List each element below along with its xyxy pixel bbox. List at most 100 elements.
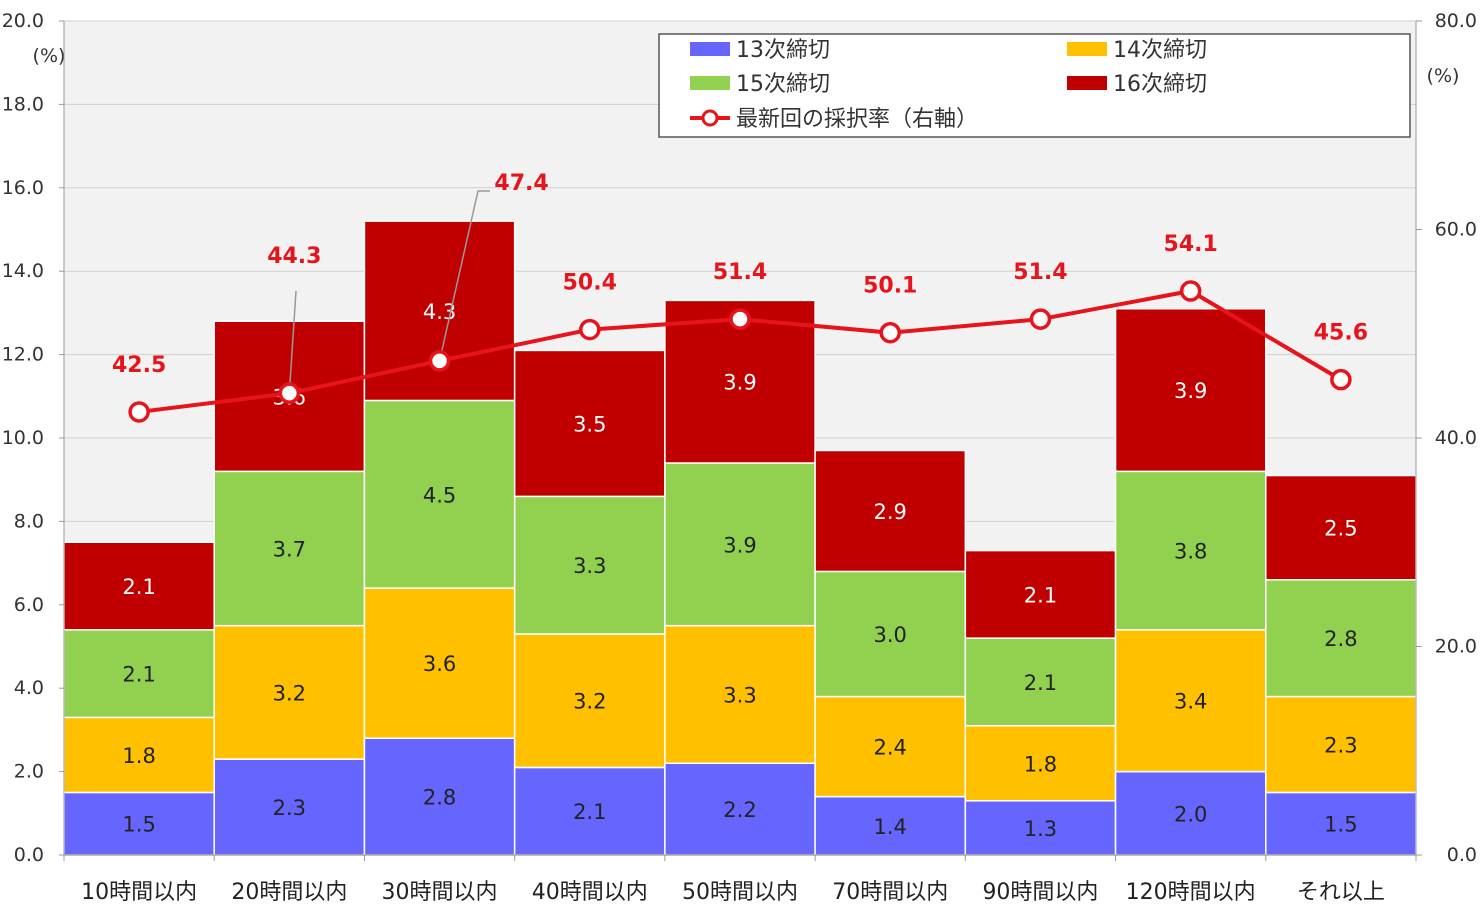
bar-value-label: 3.9 bbox=[723, 371, 756, 395]
y-left-unit: (%) bbox=[33, 45, 66, 67]
legend-label: 14次締切 bbox=[1113, 38, 1207, 63]
legend-label: 13次締切 bbox=[736, 38, 830, 63]
rate-value-label: 50.1 bbox=[863, 274, 917, 299]
bar-value-label: 1.8 bbox=[122, 744, 155, 768]
legend-label: 最新回の採択率（右軸） bbox=[736, 107, 978, 132]
x-category-label: 10時間以内 bbox=[81, 880, 197, 905]
bar-segment bbox=[513, 633, 666, 769]
label-leader-line bbox=[288, 290, 297, 394]
bar-segment bbox=[213, 758, 366, 856]
rate-marker bbox=[729, 308, 751, 330]
bar-value-label: 3.3 bbox=[723, 683, 756, 707]
x-category-label: 90時間以内 bbox=[982, 880, 1098, 905]
axes: 0.0 2.0 4.0 6.0 8.0 10.0 12.0 14.0 16.0 18.0 20.0 (… bbox=[2, 10, 1477, 905]
y-left-tick-label: 8.0 bbox=[14, 510, 44, 532]
x-category-label: 50時間以内 bbox=[682, 880, 798, 905]
legend-swatch bbox=[1067, 42, 1107, 56]
bar-value-label: 3.2 bbox=[573, 690, 606, 714]
bar-segment bbox=[513, 766, 666, 856]
rate-marker bbox=[1179, 280, 1202, 302]
bar-segment bbox=[1265, 695, 1417, 794]
bar-value-label: 2.1 bbox=[1024, 583, 1057, 607]
rate-marker bbox=[1330, 368, 1352, 391]
bar-value-label: 1.5 bbox=[1324, 813, 1357, 837]
rate-marker bbox=[128, 401, 150, 423]
bar-value-label: 2.1 bbox=[573, 800, 606, 824]
y-left-tick-label: 20.0 bbox=[2, 10, 44, 32]
bar-value-label: 2.3 bbox=[273, 796, 306, 820]
bar-segment bbox=[964, 724, 1117, 802]
bar-value-label: 3.3 bbox=[573, 554, 606, 578]
bar-value-label: 3.6 bbox=[423, 652, 456, 676]
bar-value-label: 1.3 bbox=[1024, 817, 1057, 841]
bar-segment bbox=[63, 716, 215, 794]
rate-value-label: 54.1 bbox=[1164, 232, 1218, 257]
bar-segment bbox=[664, 762, 816, 856]
bar-value-label: 2.2 bbox=[723, 798, 756, 822]
rate-line: 42.5 44.3 47.4 50.4 51.4 50.1 51.4 54.1 45.6 bbox=[112, 171, 1368, 423]
y-right-unit: (%) bbox=[1427, 65, 1460, 87]
bar-value-label: 2.3 bbox=[1324, 733, 1357, 757]
y-left-tick-label: 2.0 bbox=[14, 761, 44, 783]
x-category-label: 30時間以内 bbox=[382, 880, 498, 905]
legend-box bbox=[658, 33, 1411, 138]
bar-value-label: 1.8 bbox=[1024, 752, 1057, 776]
bar-value-label: 2.8 bbox=[423, 786, 456, 810]
bar-segment bbox=[814, 449, 967, 573]
rate-value-label: 47.4 bbox=[494, 171, 548, 196]
legend-swatch bbox=[1067, 76, 1107, 90]
bar-value-label: 2.1 bbox=[122, 575, 155, 599]
bar-segment bbox=[213, 624, 366, 760]
bar-segment bbox=[63, 541, 215, 631]
bar-segment bbox=[964, 549, 1117, 639]
rate-marker bbox=[428, 350, 451, 372]
bar-value-label: 2.1 bbox=[122, 663, 155, 687]
rate-marker bbox=[1029, 308, 1052, 330]
y-right-tick-label: 40.0 bbox=[1435, 427, 1477, 449]
y-left-tick-label: 4.0 bbox=[14, 677, 44, 699]
rate-marker bbox=[579, 318, 601, 341]
rate-value-label: 51.4 bbox=[713, 260, 767, 285]
rate-marker bbox=[278, 382, 301, 404]
bar-value-label: 4.5 bbox=[423, 483, 456, 507]
legend-line-marker bbox=[701, 109, 719, 127]
y-left-tick-label: 6.0 bbox=[14, 594, 44, 616]
y-right-tick-label: 0.0 bbox=[1447, 844, 1477, 866]
y-right-tick-label: 20.0 bbox=[1435, 636, 1477, 658]
y-right-tick-label: 60.0 bbox=[1435, 219, 1477, 241]
bar-segment bbox=[213, 470, 366, 627]
bar-segment bbox=[814, 695, 967, 798]
legend-swatch bbox=[690, 76, 730, 90]
x-category-label: 120時間以内 bbox=[1126, 880, 1256, 905]
x-category-label: 20時間以内 bbox=[231, 880, 347, 905]
bar-segment bbox=[363, 737, 516, 856]
bar-segment bbox=[63, 629, 215, 719]
bar-segment bbox=[363, 587, 516, 739]
legend-label: 16次締切 bbox=[1113, 72, 1207, 97]
bar-value-label: 3.0 bbox=[874, 623, 907, 647]
bar-value-label: 2.1 bbox=[1024, 671, 1057, 695]
bar-segment bbox=[1265, 791, 1417, 856]
x-category-label: 40時間以内 bbox=[532, 880, 648, 905]
x-category-label: それ以上 bbox=[1297, 880, 1385, 905]
bar-value-label: 3.7 bbox=[273, 538, 306, 562]
legend-label: 15次締切 bbox=[736, 72, 830, 97]
bar-value-label: 1.4 bbox=[874, 815, 907, 839]
bar-value-label: 2.9 bbox=[874, 500, 907, 524]
legend-swatch bbox=[690, 42, 730, 56]
bars bbox=[63, 220, 1417, 856]
bar-segment bbox=[513, 349, 666, 498]
bar-value-label: 3.9 bbox=[723, 533, 756, 557]
rate-value-label: 50.4 bbox=[563, 271, 617, 296]
y-left-tick-label: 14.0 bbox=[2, 260, 44, 282]
rate-value-label: 45.6 bbox=[1314, 321, 1368, 346]
bar-segment bbox=[964, 800, 1117, 856]
rate-value-label: 44.3 bbox=[267, 244, 321, 269]
rate-value-label: 42.5 bbox=[112, 353, 166, 378]
bar-segment bbox=[1265, 474, 1417, 581]
bar-segment bbox=[1114, 470, 1267, 631]
rate-value-label: 51.4 bbox=[1013, 260, 1067, 285]
